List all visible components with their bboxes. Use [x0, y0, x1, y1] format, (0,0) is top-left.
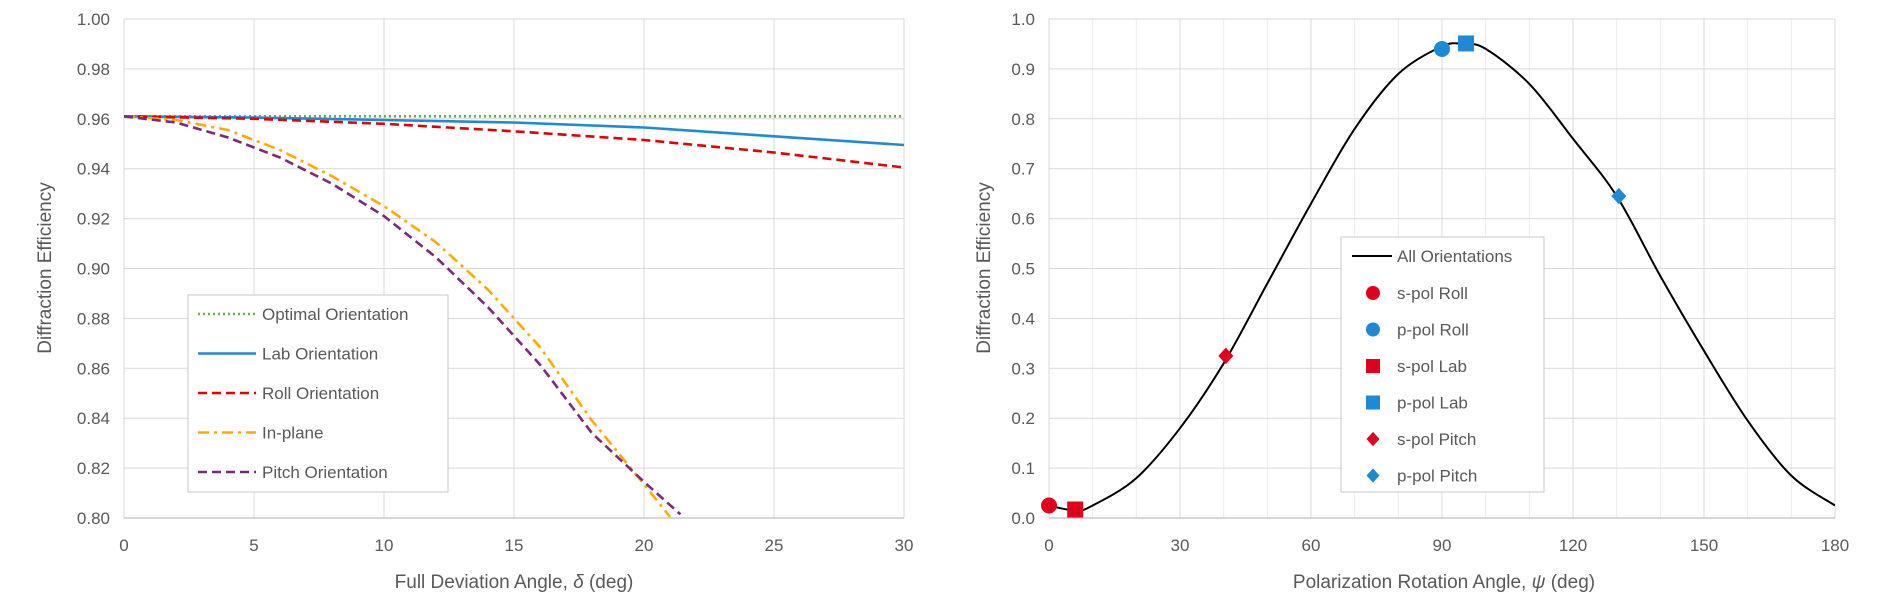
x-tick-label: 120	[1559, 536, 1587, 555]
legend-label: Pitch Orientation	[262, 463, 388, 482]
x-tick-label: 0	[1044, 536, 1053, 555]
legend-swatch	[1366, 468, 1380, 483]
legend-label: p-pol Pitch	[1397, 467, 1477, 486]
series-line-in-plane	[124, 115, 672, 518]
series-line-pitch-orientation	[124, 115, 682, 516]
marker-p-pol-lab	[1458, 35, 1475, 52]
x-axis-label: Full Deviation Angle, δ (deg)	[395, 572, 634, 593]
marker-s-pol-pitch	[1218, 347, 1234, 365]
marker-p-pol-roll	[1434, 40, 1450, 57]
x-tick-label: 10	[375, 536, 394, 555]
y-tick-labels: 0.80 0.82 0.84 0.86 0.88 0.90 0.92 0.94 0.96 0.98…	[77, 10, 110, 528]
y-axis-label: Diffraction Efficiency	[974, 182, 995, 354]
legend-label: p-pol Roll	[1397, 321, 1469, 340]
legend-swatch	[1366, 286, 1380, 300]
x-tick-label: 90	[1433, 536, 1452, 555]
y-tick-label: 0.3	[1011, 359, 1035, 378]
y-tick-label: 0.5	[1011, 260, 1035, 279]
legend-label: All Orientations	[1397, 247, 1512, 266]
x-tick-label: 0	[119, 536, 128, 555]
x-tick-label: 20	[635, 536, 654, 555]
y-tick-label: 0.7	[1011, 160, 1035, 179]
chart-polarization-angle: 0.0 0.1 0.2 0.3 0.4 0.5 0.6 0.7 0.8 0.9 1.0 0 30 60 9…	[974, 10, 1849, 593]
legend-label: s-pol Pitch	[1397, 430, 1476, 449]
x-axis-label: Polarization Rotation Angle, ψ (deg)	[1293, 572, 1595, 593]
legend-swatch	[1366, 431, 1380, 447]
y-tick-label: 0.90	[77, 260, 110, 279]
y-tick-label: 0.84	[77, 409, 110, 428]
y-tick-label: 0.8	[1011, 110, 1035, 129]
legend-label: s-pol Lab	[1397, 357, 1467, 376]
legend-swatch	[1366, 322, 1380, 337]
series-lines	[124, 115, 904, 518]
x-tick-label: 5	[249, 536, 258, 555]
x-axis-label-prefix: Polarization Rotation Angle,	[1293, 572, 1532, 593]
x-tick-label: 30	[895, 536, 914, 555]
legend-label: s-pol Roll	[1397, 284, 1468, 303]
y-tick-label: 0.80	[77, 509, 110, 528]
x-tick-label: 30	[1171, 536, 1190, 555]
y-tick-label: 0.98	[77, 60, 110, 79]
x-tick-labels: 0 30 60 90 120 150 180	[1044, 536, 1849, 555]
chart-deviation-angle: 0.80 0.82 0.84 0.86 0.88 0.90 0.92 0.94 0.96 0.98…	[35, 10, 913, 593]
marker-s-pol-lab	[1067, 501, 1084, 518]
x-axis-label-symbol: δ	[573, 572, 584, 593]
x-tick-label: 60	[1302, 536, 1321, 555]
x-tick-label: 150	[1690, 536, 1718, 555]
data-markers	[1041, 35, 1627, 518]
y-tick-label: 0.2	[1011, 409, 1035, 428]
y-tick-label: 0.82	[77, 459, 110, 478]
legend: Optimal Orientation Lab Orientation Roll O…	[187, 294, 449, 493]
y-tick-label: 0.86	[77, 359, 110, 378]
y-tick-label: 0.1	[1011, 459, 1035, 478]
legend-swatch	[1366, 359, 1380, 373]
x-axis-label-symbol: ψ	[1532, 572, 1546, 593]
axes	[123, 19, 904, 519]
y-tick-label: 0.6	[1011, 210, 1035, 229]
y-tick-label: 0.0	[1011, 509, 1035, 528]
series-line-roll-orientation	[124, 115, 904, 169]
y-tick-label: 0.92	[77, 210, 110, 229]
x-tick-label: 180	[1821, 536, 1849, 555]
axes	[1048, 19, 1835, 519]
marker-p-pol-pitch	[1611, 187, 1627, 205]
y-axis-label: Diffraction Efficiency	[35, 182, 56, 354]
x-tick-labels: 0 5 10 15 20 25 30	[119, 536, 913, 555]
marker-s-pol-roll	[1041, 497, 1057, 514]
legend-label: p-pol Lab	[1397, 394, 1468, 413]
y-tick-label: 1.0	[1011, 10, 1035, 29]
y-tick-label: 0.88	[77, 309, 110, 328]
y-tick-label: 0.4	[1011, 309, 1035, 328]
x-axis-label-prefix: Full Deviation Angle,	[395, 572, 574, 593]
legend: All Orientations s-pol Roll p-pol Roll s-po…	[1340, 236, 1545, 493]
y-tick-label: 1.00	[77, 10, 110, 29]
y-tick-label: 0.9	[1011, 60, 1035, 79]
x-axis-label-suffix: (deg)	[1545, 572, 1595, 593]
legend-label: Lab Orientation	[262, 345, 378, 364]
y-tick-label: 0.94	[77, 160, 110, 179]
legend-label: Roll Orientation	[262, 384, 379, 403]
legend-label: In-plane	[262, 424, 323, 443]
x-axis-label-suffix: (deg)	[584, 572, 634, 593]
x-tick-label: 25	[765, 536, 784, 555]
y-tick-label: 0.96	[77, 110, 110, 129]
y-tick-labels: 0.0 0.1 0.2 0.3 0.4 0.5 0.6 0.7 0.8 0.9 1.0	[1011, 10, 1035, 528]
x-tick-label: 15	[505, 536, 524, 555]
legend-label: Optimal Orientation	[262, 305, 408, 324]
legend-swatch	[1366, 395, 1380, 410]
